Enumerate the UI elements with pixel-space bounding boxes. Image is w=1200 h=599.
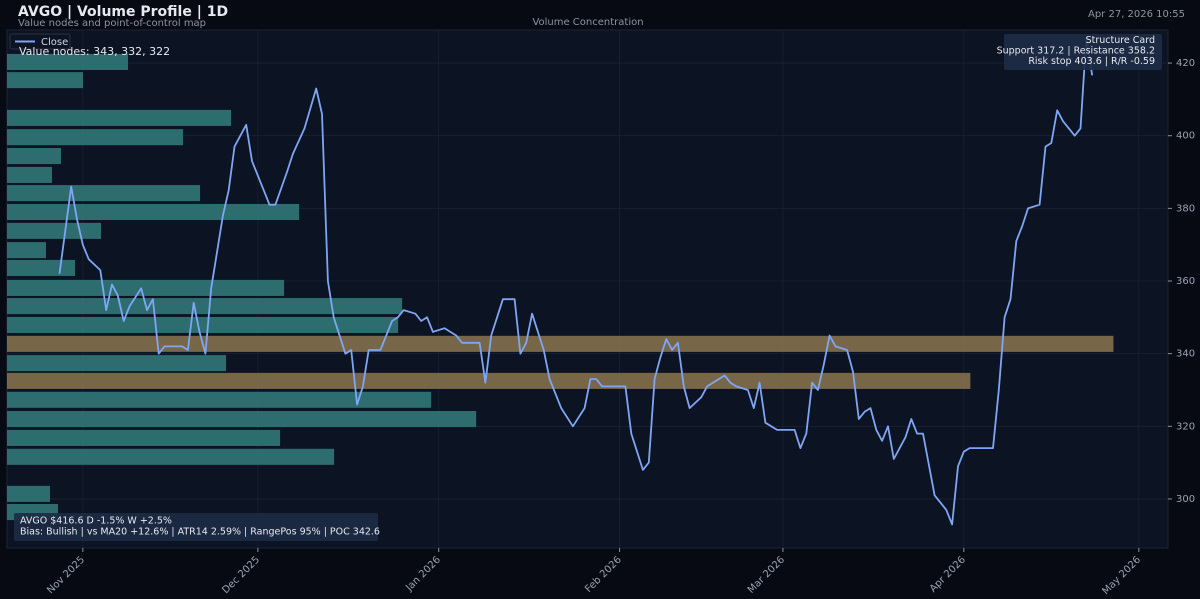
chart-subtitle: Value nodes and point-of-control map — [18, 18, 206, 29]
profile-bar — [7, 448, 335, 465]
profile-bar — [7, 411, 477, 428]
profile-bar — [7, 148, 62, 165]
y-tick-label: 300 — [1176, 494, 1195, 505]
structure-card-line: Support 317.2 | Resistance 358.2 — [997, 46, 1155, 57]
profile-bar — [7, 335, 1114, 352]
series — [58, 36, 1094, 526]
structure-card-line: Structure Card — [1086, 35, 1155, 46]
legend-box — [9, 33, 71, 50]
profile-bar — [7, 203, 300, 221]
y-tick-label: 380 — [1176, 203, 1195, 214]
structure-card-line: Risk stop 403.6 | R/R -0.59 — [1028, 56, 1155, 67]
profile-bar — [7, 185, 201, 202]
profile-bar — [7, 72, 84, 89]
y-tick-label: 320 — [1176, 421, 1195, 432]
profile-bar — [7, 355, 227, 372]
profile-bar — [7, 53, 129, 70]
legend-label: Close — [41, 37, 68, 48]
profile-bar — [7, 279, 285, 296]
profile-bar — [7, 222, 102, 239]
y-tick-label: 340 — [1176, 349, 1195, 360]
profile-bar — [7, 372, 971, 389]
profile-bar — [7, 242, 47, 259]
profile-bar — [7, 129, 184, 146]
y-tick-label: 420 — [1176, 58, 1195, 69]
y-tick-label: 400 — [1176, 131, 1195, 142]
y-tick-label: 360 — [1176, 276, 1195, 287]
profile-bar — [7, 391, 432, 408]
plot-title: Volume Concentration — [532, 17, 643, 28]
timestamp: Apr 27, 2026 10:55 — [1088, 9, 1185, 20]
profile-bar — [7, 259, 76, 276]
profile-bar — [7, 298, 403, 315]
chart-title: AVGO | Volume Profile | 1D — [18, 4, 228, 20]
summary-line: AVGO $416.6 D -1.5% W +2.5% — [20, 516, 172, 527]
summary-line: Bias: Bullish | vs MA20 +12.6% | ATR14 2… — [20, 527, 380, 538]
profile-bar — [7, 485, 51, 502]
structure-card — [1004, 34, 1162, 70]
profile-bar — [7, 166, 53, 183]
price-line — [58, 36, 1094, 526]
profile-bar — [7, 429, 281, 446]
profile-bar — [7, 109, 232, 126]
volume-profile — [7, 53, 1114, 521]
profile-bar — [7, 316, 399, 333]
summary-box — [14, 513, 378, 541]
value-nodes: Value nodes: 343, 332, 322 — [19, 45, 170, 58]
